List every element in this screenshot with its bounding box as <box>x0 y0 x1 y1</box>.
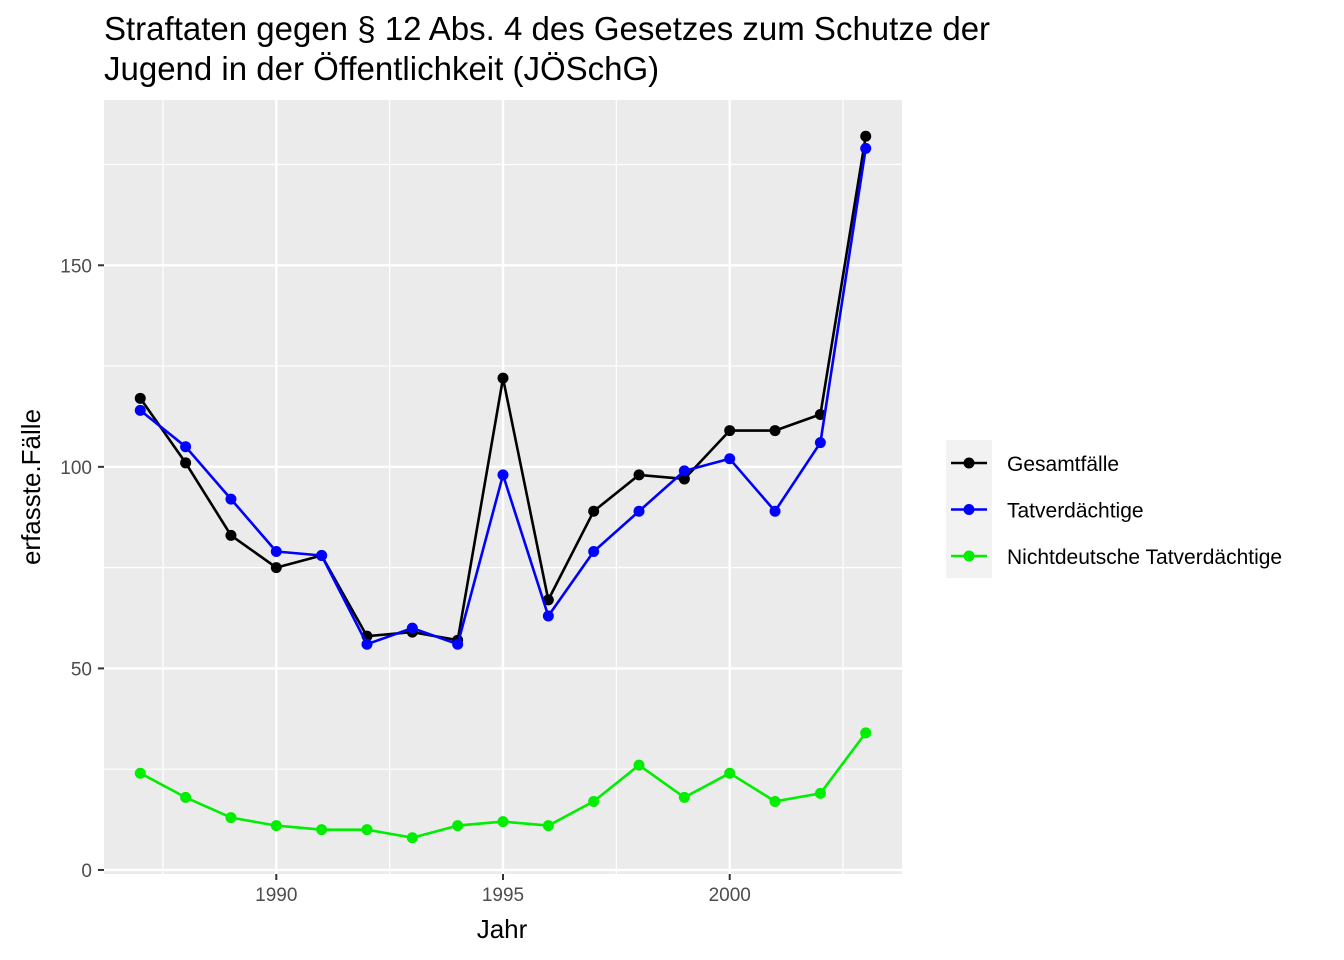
data-point <box>769 795 781 807</box>
data-point <box>497 816 509 828</box>
x-tick-label: 2000 <box>709 885 751 906</box>
series-2 <box>134 727 872 844</box>
grid-major <box>104 100 902 874</box>
data-point <box>270 562 282 574</box>
data-point <box>270 820 282 832</box>
data-point <box>588 795 600 807</box>
data-point <box>542 820 554 832</box>
data-point <box>406 832 418 844</box>
data-point <box>180 791 192 803</box>
data-point <box>134 404 146 416</box>
data-point <box>361 824 373 836</box>
data-point <box>225 493 237 505</box>
data-point <box>588 505 600 517</box>
data-point <box>225 812 237 824</box>
data-point <box>814 787 826 799</box>
data-point <box>452 638 464 650</box>
data-point <box>361 638 373 650</box>
y-axis-title: erfasste.Fälle <box>16 409 46 565</box>
data-point <box>678 791 690 803</box>
axes: 1990 1995 2000 0 50 100 150 <box>60 256 751 906</box>
data-point <box>769 505 781 517</box>
legend-label: Tatverdächtige <box>1007 500 1144 523</box>
data-point <box>633 759 645 771</box>
legend: Gesamtfälle Tatverdächtige Nichtdeutsche T… <box>946 440 1282 578</box>
data-point <box>316 550 328 562</box>
x-axis-title: Jahr <box>477 914 528 944</box>
data-point <box>180 441 192 453</box>
data-point <box>134 767 146 779</box>
data-point <box>860 727 872 739</box>
series-0 <box>134 130 872 646</box>
data-point <box>769 425 781 437</box>
legend-label: Nichtdeutsche Tatverdächtige <box>1007 546 1282 569</box>
chart-title-line-2: Jugend in der Öffentlichkeit (JÖSchG) <box>104 50 659 87</box>
data-point <box>406 622 418 634</box>
legend-key-point <box>963 504 975 515</box>
y-tick-label: 50 <box>71 659 92 680</box>
legend-label: Gesamtfälle <box>1007 453 1119 476</box>
data-point <box>678 473 690 485</box>
data-point <box>225 529 237 541</box>
data-point <box>678 465 690 477</box>
data-point <box>814 437 826 449</box>
series-layer <box>134 130 872 844</box>
data-point <box>497 372 509 384</box>
data-point <box>633 469 645 481</box>
chart-title: Straftaten gegen § 12 Abs. 4 des Gesetze… <box>104 10 990 87</box>
x-tick-label: 1990 <box>255 885 297 906</box>
data-point <box>497 469 509 481</box>
y-tick-label: 0 <box>81 861 92 882</box>
data-point <box>633 505 645 517</box>
data-point <box>134 392 146 404</box>
data-point <box>542 610 554 622</box>
legend-key-point <box>963 550 975 562</box>
data-point <box>860 142 872 154</box>
data-point <box>724 767 736 779</box>
data-point <box>180 457 192 469</box>
data-point <box>452 820 464 832</box>
data-point <box>724 425 736 437</box>
y-tick-label: 100 <box>60 458 92 479</box>
y-tick-label: 150 <box>60 256 92 277</box>
data-point <box>860 130 872 142</box>
data-point <box>724 453 736 465</box>
data-point <box>542 594 554 606</box>
data-point <box>588 546 600 557</box>
x-tick-label: 1995 <box>482 885 524 906</box>
data-point <box>316 824 328 836</box>
series-1 <box>134 142 872 650</box>
legend-key-point <box>963 457 975 469</box>
data-point <box>270 546 282 557</box>
chart-title-line-1: Straftaten gegen § 12 Abs. 4 des Gesetze… <box>104 10 990 47</box>
